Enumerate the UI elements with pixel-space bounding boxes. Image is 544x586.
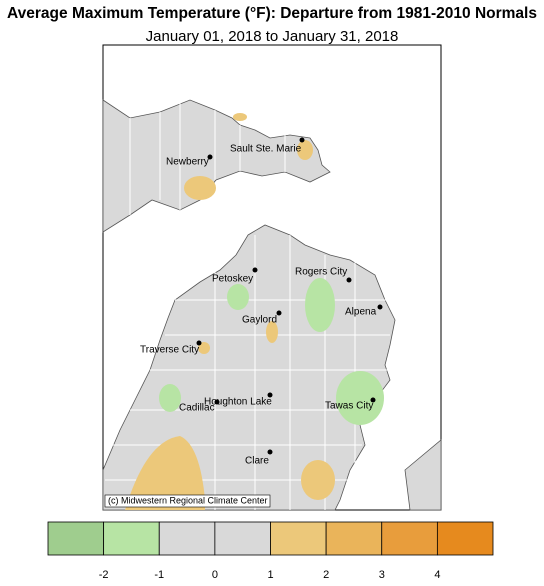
- legend-swatch: [103, 521, 160, 556]
- city-label: Cadillac: [179, 403, 215, 414]
- cool-area: [305, 278, 335, 332]
- city-dot: [346, 277, 352, 283]
- legend-tick-label: 0: [212, 569, 218, 581]
- subtitle: January 01, 2018 to January 31, 2018: [146, 28, 399, 45]
- city-dot: [267, 449, 273, 455]
- warm-area: [301, 460, 335, 500]
- city-label: Alpena: [345, 307, 377, 318]
- legend-tick-label: 1: [267, 569, 273, 581]
- legend-tick-label: 2: [323, 569, 329, 581]
- warm-area: [125, 436, 205, 510]
- city-label: Rogers City: [295, 267, 347, 278]
- city-label: Houghton Lake: [204, 397, 272, 408]
- legend: -2 -1 0 1 2 3 4: [47, 521, 494, 581]
- map: Newberry Sault Ste. Marie Petoskey Roger…: [102, 44, 442, 511]
- ontario: [404, 439, 442, 511]
- city-dot: [377, 304, 383, 310]
- legend-swatch: [270, 521, 327, 556]
- city-dot: [370, 397, 376, 403]
- city-dot: [207, 154, 213, 160]
- city-label: Newberry: [166, 157, 209, 168]
- legend-swatch: [158, 521, 216, 556]
- legend-tick-label: -2: [99, 569, 109, 581]
- legend-swatch: [214, 521, 271, 556]
- anomaly-areas: [125, 113, 384, 510]
- legend-tick-label: -1: [154, 569, 164, 581]
- legend-tick-label: 3: [379, 569, 385, 581]
- warm-area: [266, 321, 278, 343]
- city-label: Petoskey: [212, 274, 253, 285]
- city-label: Traverse City: [140, 345, 199, 356]
- city-dot: [276, 310, 282, 316]
- city-label: Gaylord: [242, 315, 277, 326]
- city-dots: [196, 137, 383, 455]
- legend-swatch: [436, 521, 494, 556]
- legend-swatch: [47, 521, 105, 556]
- city-dot: [196, 340, 202, 346]
- warm-area: [184, 176, 216, 200]
- cool-area: [227, 284, 249, 310]
- city-dot: [299, 137, 305, 143]
- city-label: Tawas City: [325, 401, 373, 412]
- legend-swatch: [381, 521, 438, 556]
- cool-area: [159, 384, 181, 412]
- credit-box: [104, 494, 271, 508]
- warm-area: [297, 140, 313, 160]
- warm-area: [233, 113, 247, 121]
- city-dot: [252, 267, 258, 273]
- credit: (c) Midwestern Regional Climate Center: [108, 495, 268, 505]
- legend-tick-label: 4: [434, 569, 440, 581]
- city-label: Sault Ste. Marie: [230, 144, 302, 155]
- legend-swatch: [325, 521, 383, 556]
- city-dot: [214, 399, 220, 405]
- cool-area: [336, 371, 384, 425]
- city-dot: [267, 392, 273, 398]
- city-label: Clare: [245, 456, 269, 467]
- title: Average Maximum Temperature (°F): Depart…: [7, 5, 537, 22]
- warm-area: [198, 342, 210, 354]
